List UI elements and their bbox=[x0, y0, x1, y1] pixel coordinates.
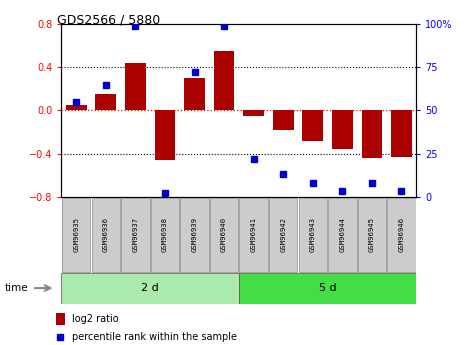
Text: GSM96939: GSM96939 bbox=[192, 217, 198, 252]
Text: GSM96940: GSM96940 bbox=[221, 217, 227, 252]
Text: GDS2566 / 5880: GDS2566 / 5880 bbox=[57, 14, 160, 27]
Bar bbox=[302, 110, 323, 141]
Text: GSM96935: GSM96935 bbox=[73, 217, 79, 252]
FancyBboxPatch shape bbox=[61, 273, 239, 304]
FancyBboxPatch shape bbox=[121, 198, 149, 272]
Text: GSM96945: GSM96945 bbox=[369, 217, 375, 252]
Text: 5 d: 5 d bbox=[319, 283, 336, 293]
FancyBboxPatch shape bbox=[239, 273, 416, 304]
FancyBboxPatch shape bbox=[180, 198, 209, 272]
Bar bbox=[391, 110, 412, 157]
Text: log2 ratio: log2 ratio bbox=[72, 314, 119, 324]
Bar bbox=[273, 110, 294, 130]
FancyBboxPatch shape bbox=[210, 198, 238, 272]
Bar bbox=[125, 63, 146, 110]
Text: GSM96937: GSM96937 bbox=[132, 217, 139, 252]
FancyBboxPatch shape bbox=[387, 198, 416, 272]
FancyBboxPatch shape bbox=[151, 198, 179, 272]
Bar bbox=[184, 78, 205, 110]
Text: GSM96936: GSM96936 bbox=[103, 217, 109, 252]
Bar bbox=[214, 51, 235, 110]
Bar bbox=[56, 313, 65, 325]
Bar bbox=[332, 110, 353, 149]
Text: GSM96941: GSM96941 bbox=[251, 217, 257, 252]
Text: GSM96938: GSM96938 bbox=[162, 217, 168, 252]
FancyBboxPatch shape bbox=[328, 198, 357, 272]
Text: GSM96943: GSM96943 bbox=[310, 217, 316, 252]
Bar bbox=[66, 105, 87, 110]
Bar bbox=[361, 110, 382, 158]
Bar bbox=[155, 110, 175, 160]
Text: GSM96942: GSM96942 bbox=[280, 217, 286, 252]
FancyBboxPatch shape bbox=[269, 198, 298, 272]
Text: percentile rank within the sample: percentile rank within the sample bbox=[72, 332, 237, 342]
Text: time: time bbox=[5, 283, 28, 293]
FancyBboxPatch shape bbox=[92, 198, 120, 272]
Bar bbox=[96, 94, 116, 110]
Bar bbox=[243, 110, 264, 116]
Text: 2 d: 2 d bbox=[141, 283, 159, 293]
FancyBboxPatch shape bbox=[62, 198, 90, 272]
FancyBboxPatch shape bbox=[298, 198, 327, 272]
Text: GSM96946: GSM96946 bbox=[398, 217, 404, 252]
FancyBboxPatch shape bbox=[358, 198, 386, 272]
Text: GSM96944: GSM96944 bbox=[339, 217, 345, 252]
FancyBboxPatch shape bbox=[239, 198, 268, 272]
